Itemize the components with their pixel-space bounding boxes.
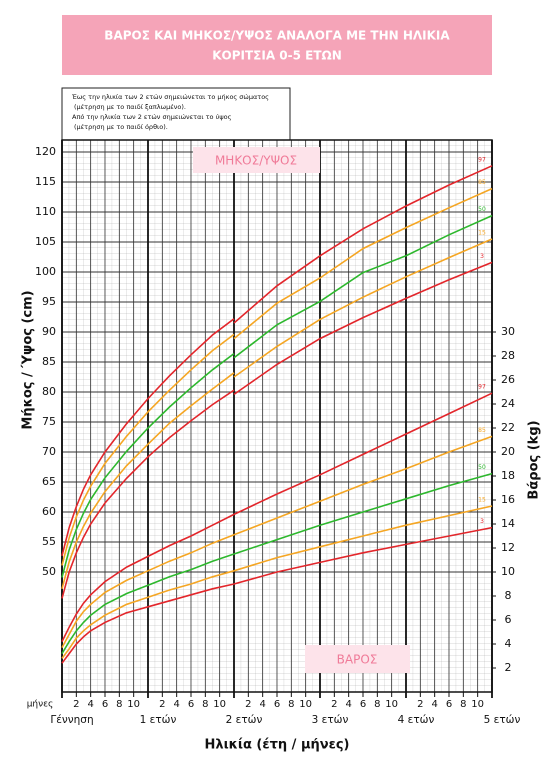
note: (μέτρηση με το παιδί όρθιο). xyxy=(74,123,168,131)
panel-label: ΒΑΡΟΣ xyxy=(337,653,378,667)
y2-tick-label: 28 xyxy=(501,349,515,362)
percentile-line xyxy=(61,261,493,599)
year-tick-label: 2 ετών xyxy=(226,714,263,726)
x-tick-label: 10 xyxy=(213,699,226,710)
note: Έως την ηλικία των 2 ετών σημειώνεται το… xyxy=(71,93,269,101)
x-tick-label: 2 xyxy=(417,699,423,710)
percentile-label: 50 xyxy=(478,206,486,213)
percentile-label: 15 xyxy=(478,497,486,504)
y-tick-label: 120 xyxy=(35,145,56,158)
percentile-label: 85 xyxy=(478,427,486,434)
panel-label-box xyxy=(193,147,320,173)
x-tick-label: 2 xyxy=(73,699,79,710)
y2-tick-label: 20 xyxy=(501,445,515,458)
y-tick-label: 70 xyxy=(42,445,56,458)
y-tick-label: 60 xyxy=(42,505,56,518)
x-tick-label: 10 xyxy=(471,699,484,710)
chart-subtitle: ΚΟΡΙΤΣΙΑ 0-5 ΕΤΩΝ xyxy=(212,49,342,63)
x-tick-label: 10 xyxy=(299,699,312,710)
x-tick-label: 6 xyxy=(102,699,108,710)
y-tick-label: 85 xyxy=(42,355,56,368)
y2-tick-label: 12 xyxy=(501,541,515,554)
y2-tick-label: 26 xyxy=(501,373,515,386)
percentile-line xyxy=(61,392,493,642)
y2-tick-label: 24 xyxy=(501,397,515,410)
x-tick-label: 2 xyxy=(159,699,165,710)
percentile-line xyxy=(61,165,493,556)
y-tick-label: 100 xyxy=(35,265,56,278)
x-tick-label: 6 xyxy=(446,699,452,710)
x-tick-label: 4 xyxy=(173,699,179,710)
x-tick-label: 2 xyxy=(331,699,337,710)
y2-tick-label: 4 xyxy=(505,637,512,650)
percentile-label: 97 xyxy=(478,384,486,391)
x-tick-label: 10 xyxy=(127,699,140,710)
percentile-label: 3 xyxy=(480,253,484,260)
x-tick-label: 6 xyxy=(360,699,366,710)
y-axis-title: Μήκος / Ύψος (cm) xyxy=(21,290,36,429)
percentile-label: 50 xyxy=(478,464,486,471)
x-tick-label: 4 xyxy=(259,699,265,710)
year-tick-label: 1 ετών xyxy=(140,714,177,726)
y2-tick-label: 18 xyxy=(501,469,515,482)
y-tick-label: 75 xyxy=(42,415,56,428)
x-tick-label: 6 xyxy=(274,699,280,710)
y2-tick-label: 14 xyxy=(501,517,515,530)
year-tick-label: 5 ετών xyxy=(484,714,521,726)
x-tick-label: 4 xyxy=(87,699,93,710)
percentile-line xyxy=(61,526,493,664)
y2-tick-label: 16 xyxy=(501,493,515,506)
y-tick-label: 115 xyxy=(35,175,56,188)
percentile-label: 15 xyxy=(478,230,486,237)
y-tick-label: 55 xyxy=(42,535,56,548)
x-tick-label: 4 xyxy=(345,699,351,710)
panel-label: ΜΗΚΟΣ/ΥΨΟΣ xyxy=(215,154,297,168)
x-tick-label: 4 xyxy=(431,699,437,710)
y-tick-label: 110 xyxy=(35,205,56,218)
percentile-label: 3 xyxy=(480,518,484,525)
percentile-line xyxy=(61,435,493,648)
percentile-line xyxy=(61,187,493,566)
y-tick-label: 105 xyxy=(35,235,56,248)
y2-tick-label: 10 xyxy=(501,565,515,578)
note-box xyxy=(61,87,291,141)
percentile-line xyxy=(61,472,493,655)
year-tick-label: 4 ετών xyxy=(398,714,435,726)
x-tick-label: 8 xyxy=(460,699,466,710)
x-unit-label: μήνες xyxy=(27,700,54,710)
x-tick-label: 2 xyxy=(245,699,251,710)
x-tick-label: 8 xyxy=(288,699,294,710)
percentile-line xyxy=(61,238,493,590)
note: Από την ηλικία των 2 ετών σημειώνεται το… xyxy=(72,113,232,121)
y2-tick-label: 8 xyxy=(505,589,512,602)
y2-axis-title: Βάρος (kg) xyxy=(527,420,542,499)
y2-tick-label: 6 xyxy=(505,613,512,626)
x-tick-label: 6 xyxy=(188,699,194,710)
year-tick-label: Γέννηση xyxy=(50,714,93,726)
plot-frame xyxy=(61,139,493,693)
y2-tick-label: 2 xyxy=(505,661,512,674)
y-tick-label: 50 xyxy=(42,565,56,578)
chart-title: ΒΑΡΟΣ ΚΑΙ ΜΗΚΟΣ/ΥΨΟΣ ΑΝΑΛΟΓΑ ΜΕ ΤΗΝ ΗΛΙΚ… xyxy=(104,29,450,43)
x-tick-label: 8 xyxy=(202,699,208,710)
y2-tick-label: 30 xyxy=(501,325,515,338)
percentile-line xyxy=(61,214,493,578)
y2-tick-label: 22 xyxy=(501,421,515,434)
x-tick-label: 10 xyxy=(385,699,398,710)
x-axis-title: Ηλικία (έτη / μήνες) xyxy=(204,738,349,753)
percentile-label: 97 xyxy=(478,156,486,163)
y-tick-label: 95 xyxy=(42,295,56,308)
title-box xyxy=(62,15,492,75)
y-tick-label: 90 xyxy=(42,325,56,338)
percentile-label: 85 xyxy=(478,179,486,186)
y-tick-label: 80 xyxy=(42,385,56,398)
note: (μέτρηση με το παιδί ξαπλωμένο). xyxy=(74,103,186,111)
y-tick-label: 65 xyxy=(42,475,56,488)
x-tick-label: 8 xyxy=(116,699,122,710)
percentile-line xyxy=(61,505,493,659)
year-tick-label: 3 ετών xyxy=(312,714,349,726)
panel-label-box xyxy=(305,645,410,673)
x-tick-label: 8 xyxy=(374,699,380,710)
